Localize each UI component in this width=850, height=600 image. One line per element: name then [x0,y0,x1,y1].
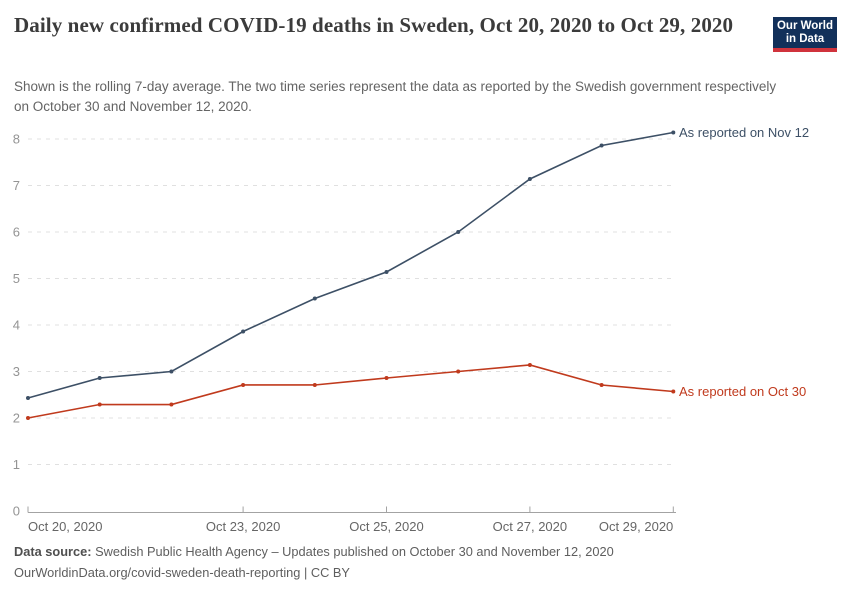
y-tick-label: 8 [13,132,20,147]
y-tick-label: 2 [13,411,20,426]
series-line-0 [27,131,674,399]
x-tick-label: Oct 27, 2020 [493,519,567,534]
data-source-line: Data source: Swedish Public Health Agenc… [14,541,814,562]
y-tick-label: 4 [13,318,20,333]
data-point [312,296,317,301]
y-tick-label: 5 [13,271,20,286]
data-source-label: Data source: [14,544,92,559]
data-point [241,329,246,334]
x-tick-label: Oct 25, 2020 [349,519,423,534]
data-point [527,176,532,181]
x-tick-label: Oct 29, 2020 [599,519,673,534]
series-line-1 [27,364,674,419]
x-tick-label: Oct 23, 2020 [206,519,280,534]
data-point [384,376,389,381]
data-point [169,402,174,407]
chart-subtitle: Shown is the rolling 7-day average. The … [14,79,777,114]
data-point [384,269,389,274]
data-point [241,382,246,387]
data-point [456,369,461,374]
data-point [97,376,102,381]
line-chart-svg: 0 1 2 3 4 5 6 7 8 Oct 20, 2020 Oct 23, 2020 Oct 25,… [13,125,809,534]
y-tick-label: 1 [13,457,20,472]
data-point [97,402,102,407]
owid-logo-line1: Our World [776,20,833,32]
y-tick-label: 6 [13,225,20,240]
y-tick-label: 0 [13,504,20,519]
series-end-label: As reported on Nov 12 [679,125,809,140]
series-end-label: As reported on Oct 30 [679,384,806,399]
data-point [26,416,30,420]
chart-title: Daily new confirmed COVID-19 deaths in S… [14,13,734,37]
x-tick-label: Oct 20, 2020 [28,519,102,534]
data-point [169,369,174,374]
data-point [312,382,317,387]
data-source-text: Swedish Public Health Agency – Updates p… [91,544,614,559]
data-point [456,230,461,234]
y-tick-label: 7 [13,178,20,193]
owid-logo-line2: in Data [785,33,825,45]
data-point [599,382,604,387]
data-point [671,389,676,394]
data-point [671,130,676,135]
y-tick-label: 3 [13,364,20,379]
data-point [527,362,532,367]
line-chart: 0 1 2 3 4 5 6 7 8 Oct 20, 2020 Oct 23, 2020 Oct 25,… [0,120,850,560]
chart-footer: Data source: Swedish Public Health Agenc… [14,541,814,583]
data-point [599,143,604,148]
citation-line: OurWorldinData.org/covid-sweden-death-re… [14,565,350,580]
data-point [26,396,30,401]
owid-logo: Our World in Data [773,17,837,52]
